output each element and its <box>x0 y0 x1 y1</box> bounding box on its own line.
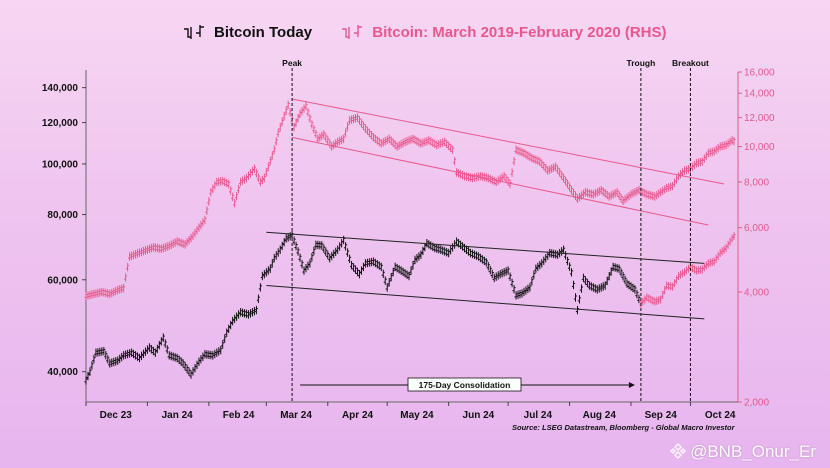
ohlc-legend-icon-black <box>184 25 204 39</box>
series-hist-rhs <box>84 100 736 301</box>
series-today <box>84 231 641 385</box>
x-tick-label: Mar 24 <box>280 410 312 421</box>
consolidation-box <box>407 377 522 392</box>
legend-item-today: Bitcoin Today <box>182 24 312 41</box>
legend-label-today: Bitcoin Today <box>214 24 313 41</box>
x-tick-label: Apr 24 <box>342 410 374 421</box>
consolidation-arrow-head <box>628 382 635 388</box>
x-tick-label: Feb 24 <box>223 410 255 421</box>
watermark-text: @BNB_Onur_Er <box>690 442 816 461</box>
y-right-tick-label: 4,000 <box>744 288 769 299</box>
x-tick-label: May 24 <box>400 410 434 421</box>
x-tick-label: Jan 24 <box>162 410 194 421</box>
y-left-tick-label: 120,000 <box>42 118 79 129</box>
y-right-tick-label: 6,000 <box>744 223 769 234</box>
x-tick-label: Jun 24 <box>463 410 495 421</box>
y-left-tick-label: 80,000 <box>47 210 78 221</box>
x-tick-label: Dec 23 <box>100 410 133 421</box>
bnb-logo-icon <box>670 443 687 459</box>
annotation-label: Breakout <box>672 58 709 68</box>
y-left-tick-label: 60,000 <box>47 275 78 286</box>
x-tick-label: Oct 24 <box>705 410 736 421</box>
channel-line <box>266 231 705 264</box>
consolidation-label: 175-Day Consolidation <box>419 380 511 390</box>
ohlc-legend-icon-pink <box>342 25 363 39</box>
y-right-tick-label: 14,000 <box>744 89 775 100</box>
y-right-tick-label: 12,000 <box>744 113 775 124</box>
watermark: @BNB_Onur_Er <box>670 442 816 462</box>
source-note: Source: LSEG Datastream, Bloomberg - Glo… <box>512 423 735 432</box>
x-tick-label: Jul 24 <box>524 410 553 421</box>
x-tick-label: Sep 24 <box>645 410 678 421</box>
x-tick-label: Aug 24 <box>583 410 617 421</box>
legend: Bitcoin Today Bitcoin: March 2019-Februa… <box>182 24 691 41</box>
legend-item-hist: Bitcoin: March 2019-February 2020 (RHS) <box>340 24 667 41</box>
channel-line <box>292 98 725 185</box>
series-today-continuation <box>639 232 736 308</box>
y-right-tick-label: 10,000 <box>744 142 775 153</box>
series-today-cont-placeholder <box>639 0 735 4</box>
annotation-label: Trough <box>626 58 655 68</box>
channel-line <box>292 136 709 226</box>
y-left-tick-label: 40,000 <box>47 367 78 378</box>
y-right-tick-label: 2,000 <box>744 398 769 409</box>
channel-line <box>266 285 705 320</box>
y-right-tick-label: 8,000 <box>744 178 769 189</box>
y-left-tick-label: 100,000 <box>42 159 79 170</box>
annotation-label: Peak <box>282 58 302 68</box>
y-right-tick-label: 16,000 <box>744 68 775 79</box>
legend-label-hist: Bitcoin: March 2019-February 2020 (RHS) <box>372 24 667 41</box>
y-left-tick-label: 140,000 <box>42 83 79 94</box>
